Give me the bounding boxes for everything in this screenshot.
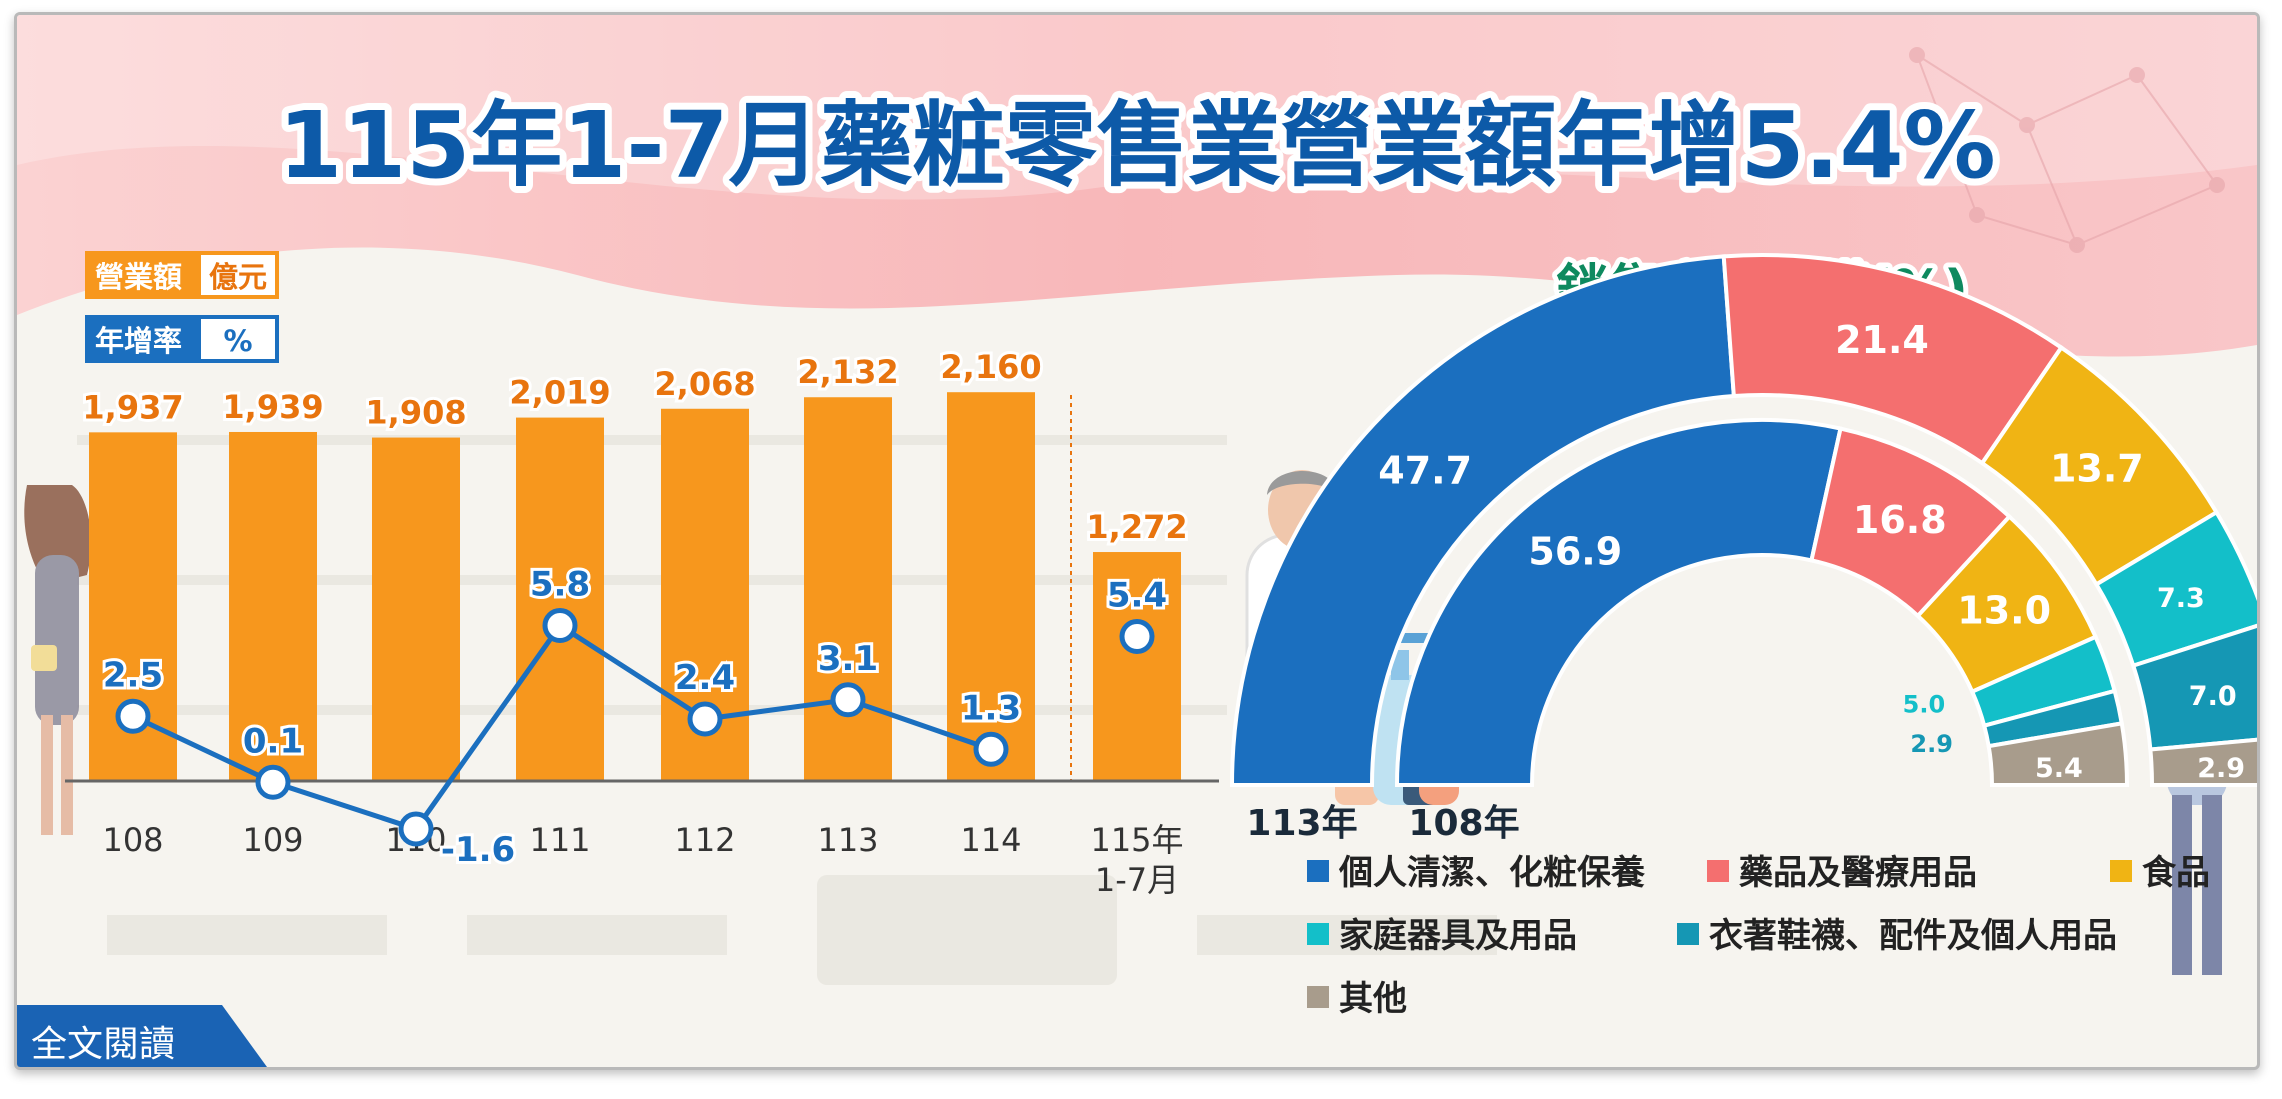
donut-slice-0-5 (2148, 737, 2257, 787)
donut-value-label: 5.0 (1903, 690, 1946, 718)
read-more-button[interactable]: 全文閱讀 (17, 1005, 267, 1067)
bar-3 (516, 417, 604, 781)
x-tick-label: 1-7月 (1095, 861, 1179, 899)
legend-label-4: 衣著鞋襪、配件及個人用品 (1709, 916, 2117, 956)
x-tick-label: 115年 (1090, 821, 1183, 859)
read-more-label: 全文閱讀 (31, 1024, 176, 1065)
legend-revenue-unit: 億元 (209, 260, 267, 294)
growth-value-label: 5.8 (530, 565, 590, 605)
bar-chart: 1,937 1,939 1,908 2,019 2,068 2,132 2,160 1,272… (65, 345, 1219, 899)
bar-7 (1093, 552, 1181, 781)
bar-value-label: 1,908 (365, 394, 466, 432)
donut-value-label: 21.4 (1835, 318, 1929, 362)
growth-point-6 (973, 731, 1009, 767)
donut-value-label: 5.4 (2035, 753, 2083, 784)
x-tick-label: 111 (529, 821, 590, 859)
growth-value-label: 5.4 (1107, 576, 1167, 616)
ring-name-inner: 108年 (1408, 803, 1519, 844)
legend-growth: 年增率 % (85, 315, 279, 363)
shopper-illustration (24, 485, 92, 835)
legend-swatch-5 (1307, 986, 1329, 1008)
bar-value-label: 2,019 (509, 374, 610, 412)
legend-swatch-2 (2110, 860, 2132, 882)
donut-value-label: 56.9 (1528, 530, 1622, 574)
bar-value-label: 2,068 (654, 365, 755, 403)
bar-5 (804, 397, 892, 781)
growth-value-label: 2.4 (675, 658, 735, 698)
growth-point-0 (115, 698, 151, 734)
infographic-frame: 115年1-7月藥粧零售業營業額年增5.4% 115年1-7月藥粧零售業營業額年… (14, 12, 2260, 1070)
legend-label-3: 家庭器具及用品 (1339, 916, 1577, 956)
legend-swatch-4 (1677, 923, 1699, 945)
x-tick-label: 114 (960, 821, 1021, 859)
bar-2 (372, 437, 460, 781)
bar-value-label: 2,132 (797, 353, 898, 391)
growth-point-3 (542, 608, 578, 643)
donut-value-label: 7.0 (2189, 681, 2237, 712)
growth-value-label: 2.5 (103, 655, 163, 695)
growth-value-label: -1.6 (441, 830, 515, 870)
growth-point-4 (687, 701, 723, 737)
pie-chart: 47.7 21.4 13.7 7.3 7.0 2.9 56.9 16.8 13.0 5.0 2.9 5… (1229, 253, 2257, 844)
growth-value-label: 1.3 (961, 688, 1021, 728)
growth-point-5 (830, 682, 866, 718)
legend-revenue: 營業額 億元 (85, 251, 279, 299)
donut-value-label: 13.0 (1957, 588, 2051, 632)
legend-swatch-3 (1307, 923, 1329, 945)
legend-label-1: 藥品及醫療用品 (1739, 853, 1977, 893)
growth-value-label: 3.1 (818, 639, 878, 679)
legend-label-2: 食品 (2142, 853, 2210, 893)
donut-value-label: 13.7 (2050, 447, 2144, 491)
x-tick-label: 112 (674, 821, 735, 859)
growth-value-label: 0.1 (243, 721, 303, 761)
legend-swatch-0 (1307, 860, 1329, 882)
bar-value-label: 2,160 (940, 348, 1041, 386)
donut-slice-0-0 (1229, 254, 1736, 787)
legend-label-5: 其他 (1339, 979, 1407, 1019)
donut-value-label: 7.3 (2157, 583, 2205, 614)
bar-value-label: 1,272 (1086, 508, 1187, 546)
x-tick-label: 109 (242, 821, 303, 859)
donut-slice-1-0 (1394, 418, 1843, 787)
legend-revenue-label: 營業額 (95, 260, 182, 294)
donut-value-label: 2.9 (2197, 753, 2245, 784)
growth-point-1 (255, 764, 291, 800)
bar-6 (947, 392, 1035, 781)
x-tick-label: 113 (817, 821, 878, 859)
growth-point-2 (398, 811, 434, 847)
legend-label-0: 個人清潔、化粧保養 (1338, 853, 1645, 893)
bar-chart-legend: 營業額 億元 年增率 % (85, 251, 279, 363)
legend-growth-unit: % (223, 324, 252, 358)
x-tick-label: 108 (102, 821, 163, 859)
ring-name-outer: 113年 (1246, 803, 1357, 844)
donut-value-label: 16.8 (1853, 498, 1947, 542)
bar-1 (229, 431, 317, 781)
bar-value-label: 1,939 (222, 388, 323, 426)
growth-point-7 (1119, 619, 1155, 654)
legend-growth-label: 年增率 (95, 324, 182, 358)
donut-value-label: 2.9 (1910, 730, 1953, 758)
donut-slice-1-5 (1986, 721, 2130, 787)
bar-value-label: 1,937 (82, 388, 183, 426)
donut-value-label: 47.7 (1378, 449, 1472, 493)
page-title-fill: 115年1-7月藥粧零售業營業額年增5.4% (278, 92, 1995, 199)
infographic-canvas: 115年1-7月藥粧零售業營業額年增5.4% 115年1-7月藥粧零售業營業額年… (17, 15, 2257, 1019)
legend-swatch-1 (1707, 860, 1729, 882)
page-title: 115年1-7月藥粧零售業營業額年增5.4% (278, 92, 1995, 199)
